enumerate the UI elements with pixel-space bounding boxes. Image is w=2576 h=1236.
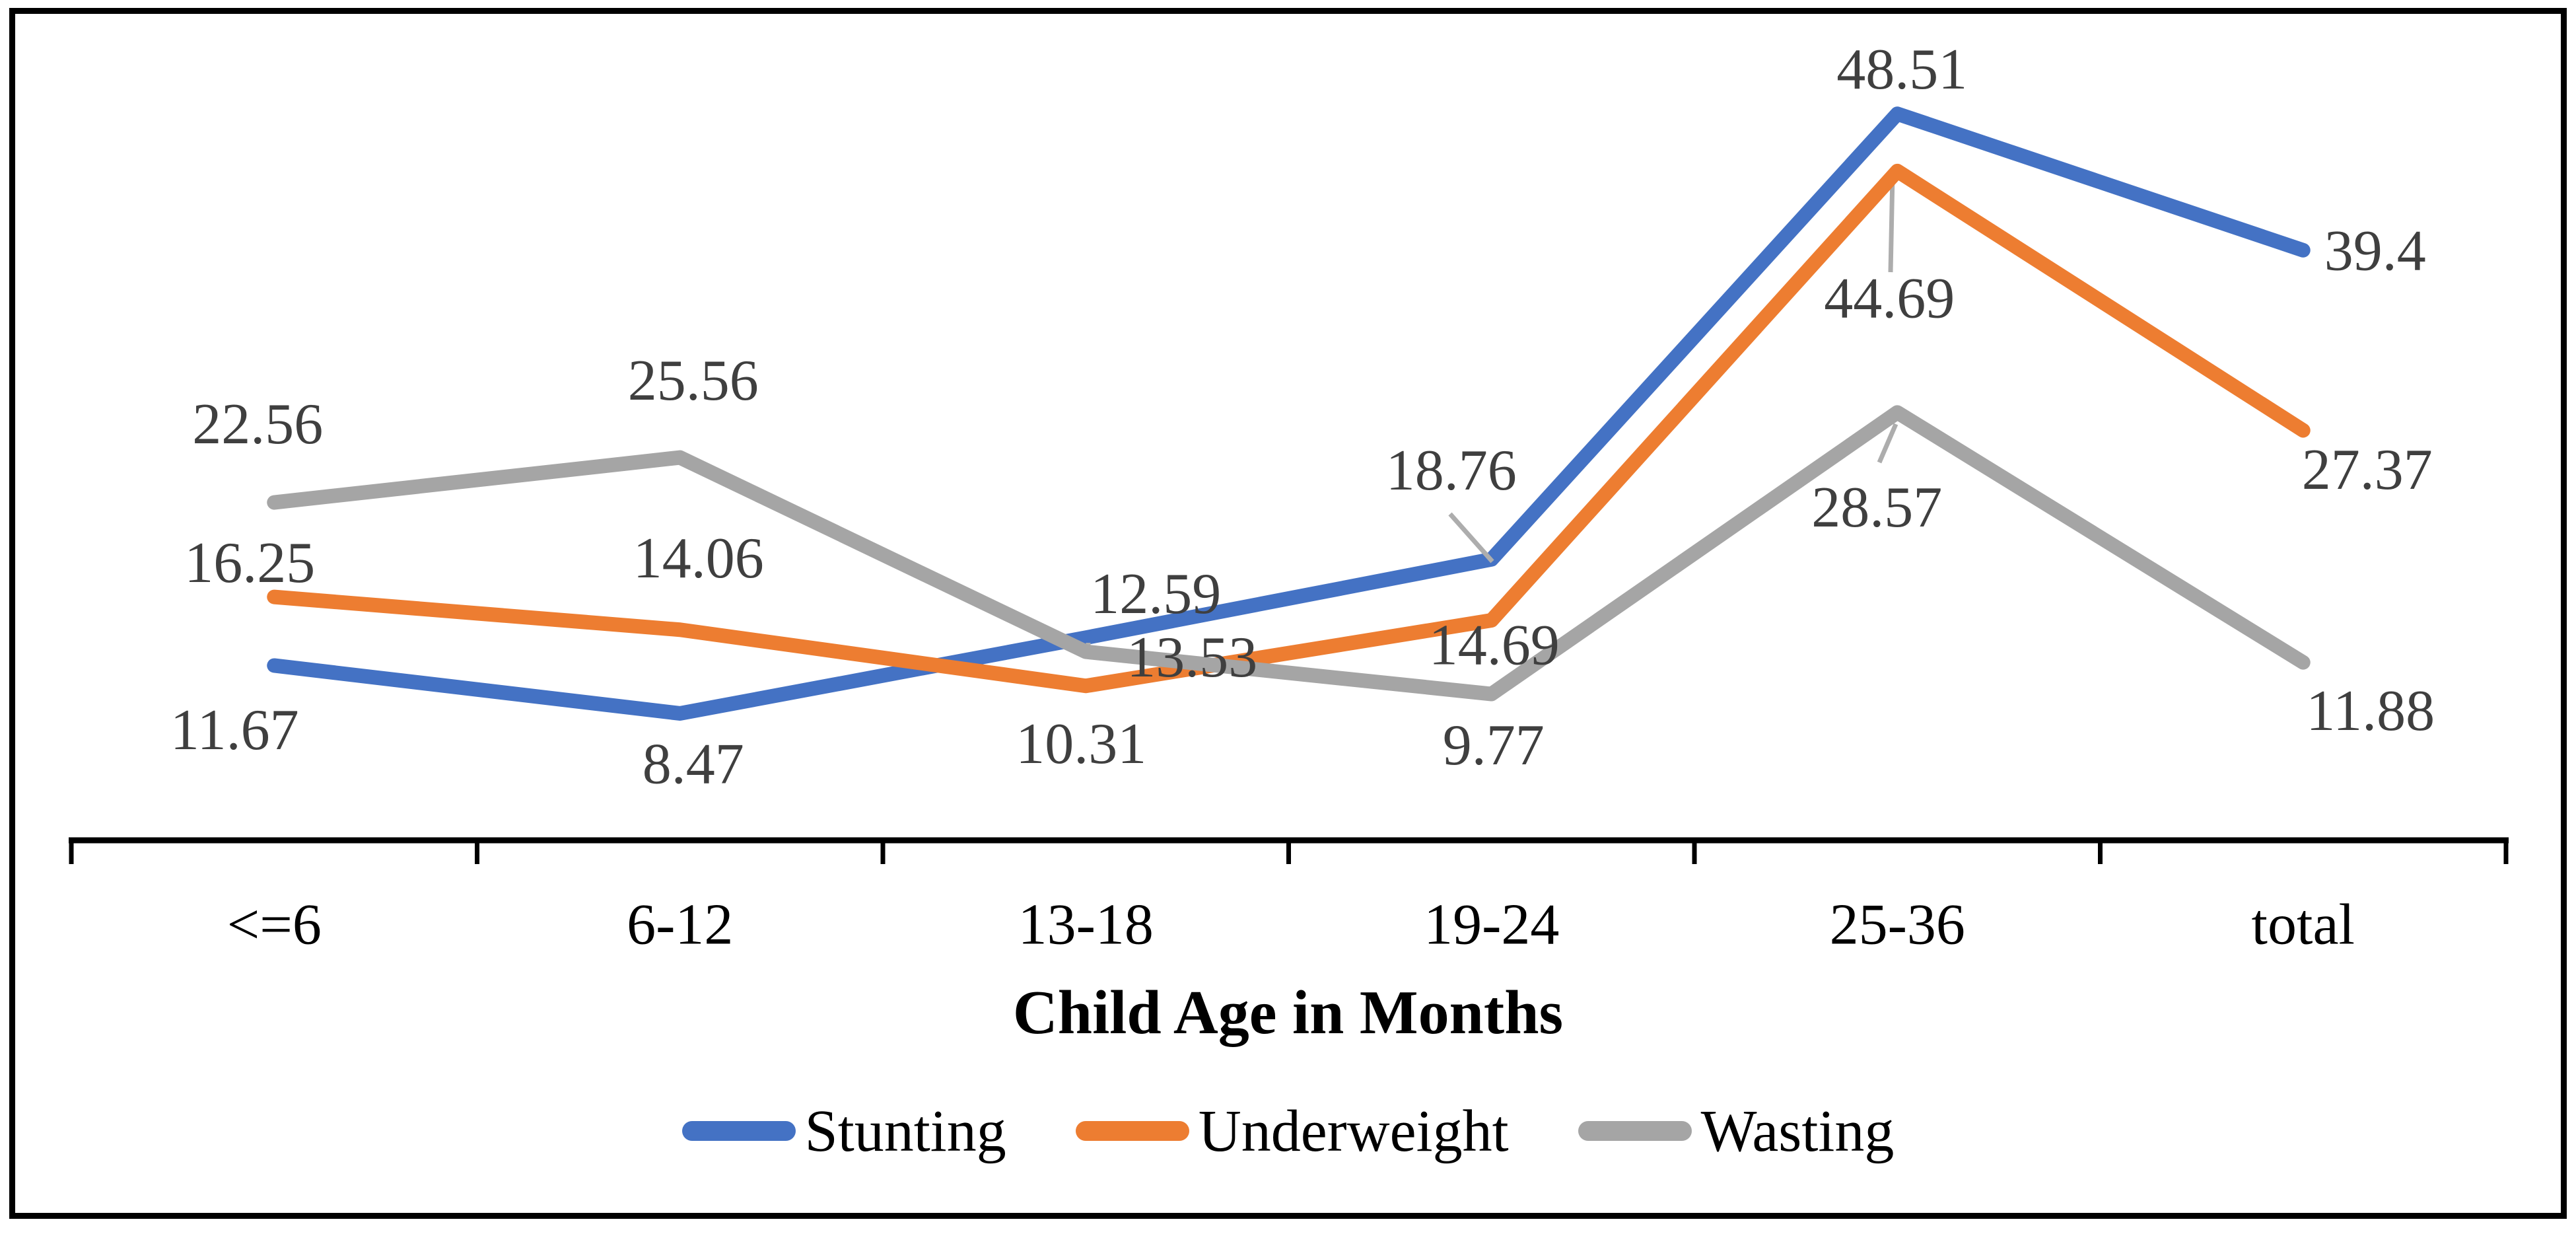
legend-item-wasting: Wasting: [1578, 1097, 1895, 1165]
legend-label-stunting: Stunting: [804, 1098, 1006, 1164]
data-label-wasting-6-12: 25.56: [628, 349, 759, 413]
leader-line-18-76: [1448, 512, 1494, 563]
category-label-<=6: <=6: [227, 893, 322, 957]
data-label-stunting-25-36: 48.51: [1836, 38, 1967, 102]
data-label-underweight-total: 27.37: [2302, 438, 2433, 502]
data-label-stunting-<=6: 11.67: [170, 698, 299, 762]
legend-item-underweight: Underweight: [1075, 1097, 1509, 1165]
series-line-underweight: [267, 163, 2311, 694]
leader-line-28-57: [1877, 423, 1898, 464]
data-label-stunting-6-12: 8.47: [643, 732, 744, 796]
data-label-wasting-<=6: 22.56: [192, 392, 323, 456]
chart-outer-border: [9, 8, 2567, 1219]
data-label-wasting-25-36: 28.57: [1811, 476, 1942, 540]
data-label-underweight-25-36: 44.69: [1824, 266, 1955, 330]
chart-legend: Stunting Underweight Wasting: [0, 1091, 2576, 1171]
data-label-underweight-13-18: 10.31: [1016, 712, 1146, 776]
legend-label-wasting: Wasting: [1700, 1098, 1895, 1164]
data-label-stunting-13-18: 13.53: [1127, 626, 1257, 690]
data-label-underweight-19-24: 14.69: [1429, 613, 1560, 677]
data-label-stunting-total: 39.4: [2324, 219, 2426, 283]
data-label-wasting-total: 11.88: [2306, 679, 2435, 743]
legend-item-stunting: Stunting: [681, 1097, 1006, 1165]
x-axis-title: Child Age in Months: [1012, 978, 1564, 1047]
legend-marker-wasting-icon: [1578, 1121, 1692, 1141]
legend-marker-underweight-icon: [1075, 1121, 1189, 1141]
legend-label-underweight: Underweight: [1198, 1098, 1509, 1164]
data-label-stunting-19-24: 18.76: [1386, 439, 1517, 503]
category-label-6-12: 6-12: [627, 893, 733, 957]
category-label-total: total: [2252, 893, 2355, 957]
data-label-wasting-19-24: 9.77: [1443, 713, 1545, 778]
data-label-underweight-6-12: 14.06: [633, 527, 764, 591]
series-line-wasting: [267, 405, 2311, 702]
category-label-19-24: 19-24: [1424, 893, 1559, 957]
data-label-wasting-13-18: 12.59: [1090, 562, 1221, 626]
leader-line-44-69: [1888, 174, 1895, 273]
legend-marker-stunting-icon: [681, 1121, 796, 1141]
category-label-25-36: 25-36: [1830, 893, 1965, 957]
category-label-13-18: 13-18: [1018, 893, 1154, 957]
series-line-stunting: [267, 106, 2311, 721]
data-label-underweight-<=6: 16.25: [184, 531, 315, 595]
